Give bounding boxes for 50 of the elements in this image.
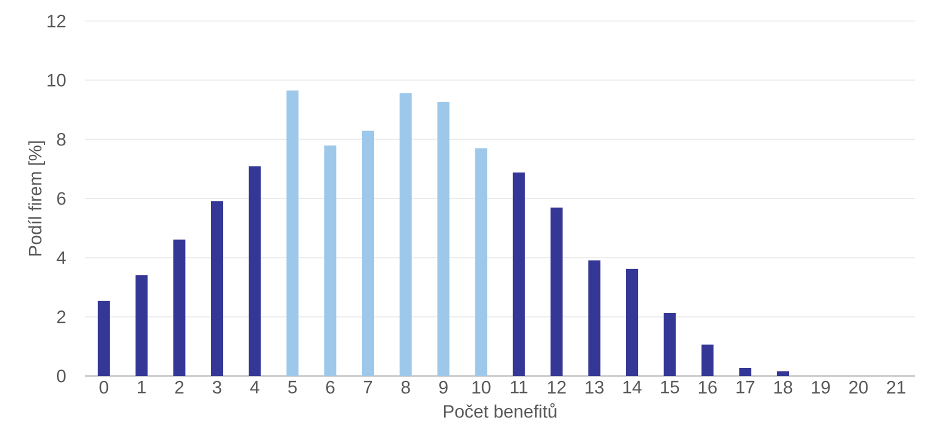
x-tick-label: 6: [326, 380, 334, 394]
bar: [324, 146, 336, 376]
x-tick-label: 14: [623, 380, 642, 394]
bar: [776, 371, 790, 376]
x-tick-label: 9: [439, 380, 448, 394]
bar: [512, 172, 525, 376]
y-tick-label: 2: [57, 310, 66, 324]
x-tick-label: 0: [100, 380, 108, 394]
bar: [588, 260, 600, 376]
x-tick-label: 7: [364, 380, 372, 394]
x-tick-label: 1: [138, 380, 146, 394]
y-tick-label: 6: [57, 192, 66, 205]
x-tick-label: 17: [736, 380, 754, 394]
bar: [400, 93, 412, 376]
x-tick-label: 5: [288, 380, 297, 394]
bar: [286, 90, 299, 376]
x-axis-title: Počet benefitů: [444, 403, 556, 418]
bar: [98, 300, 110, 376]
bar: [701, 344, 714, 376]
bar: [626, 268, 638, 376]
x-tick-label: 10: [472, 380, 490, 394]
x-tick-label: 20: [849, 380, 868, 394]
y-tick-label: 8: [57, 132, 66, 146]
x-tick-label: 21: [887, 380, 906, 394]
y-tick-label: 0: [56, 370, 66, 382]
x-tick-label: 16: [698, 380, 717, 394]
x-tick-label: 15: [661, 380, 680, 394]
x-tick-label: 13: [586, 380, 604, 394]
bar: [437, 102, 450, 376]
bar: [248, 166, 261, 376]
x-tick-label: 12: [548, 380, 566, 394]
x-tick-label: 18: [774, 380, 792, 394]
x-tick-label: 4: [250, 380, 260, 394]
bar: [475, 148, 488, 376]
y-axis-title: Podíl firem [%]: [28, 141, 46, 256]
x-tick-label: 3: [212, 380, 222, 394]
bar: [550, 208, 563, 376]
x-tick-label: 11: [510, 380, 528, 394]
bar: [173, 240, 186, 376]
bar: [211, 201, 224, 376]
x-tick-label: 2: [175, 380, 184, 394]
x-tick-label: 8: [401, 380, 410, 394]
x-tick-label: 19: [812, 380, 830, 394]
y-tick-label: 12: [48, 14, 66, 28]
bar: [362, 130, 374, 376]
bar: [664, 312, 676, 376]
bar: [739, 368, 752, 376]
y-tick-label: 10: [48, 74, 66, 87]
bar: [136, 275, 148, 376]
y-tick-label: 4: [56, 251, 66, 264]
